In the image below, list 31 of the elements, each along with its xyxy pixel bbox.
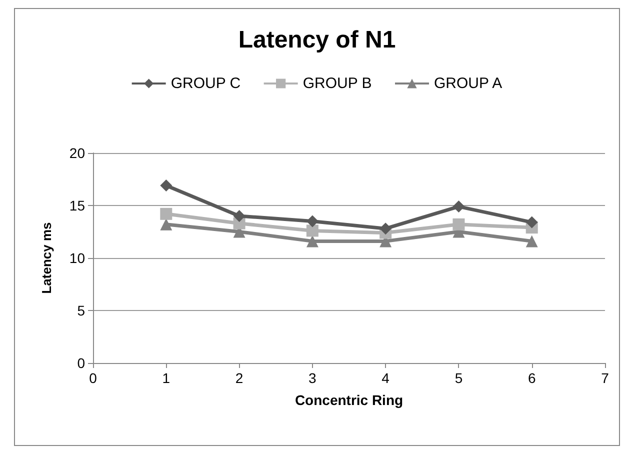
point xyxy=(452,200,465,213)
point xyxy=(526,216,538,228)
point xyxy=(233,210,246,222)
point xyxy=(160,208,172,220)
point xyxy=(526,235,538,248)
y-tick-label: 20 xyxy=(69,145,86,161)
point xyxy=(306,235,318,248)
point xyxy=(306,215,318,228)
y-tick-label: 10 xyxy=(69,250,86,266)
x-tick-label: 1 xyxy=(162,370,170,386)
y-axis-title: Latency ms xyxy=(39,222,54,294)
point xyxy=(160,180,172,192)
x-tick-label: 2 xyxy=(235,370,244,386)
x-tick-label: 4 xyxy=(382,370,390,386)
x-axis-title: Concentric Ring xyxy=(294,392,404,408)
x-tick-label: 6 xyxy=(528,370,536,386)
point xyxy=(380,222,392,235)
point xyxy=(306,224,318,237)
x-tick-label: 3 xyxy=(308,370,317,386)
point xyxy=(160,218,172,230)
y-tick-label: 15 xyxy=(69,198,86,214)
point xyxy=(452,218,465,230)
x-tick-label: 0 xyxy=(89,370,98,386)
x-tick-label: 7 xyxy=(601,370,610,386)
chart-title: Latency of N1 xyxy=(238,26,396,54)
legend-label: GROUP A xyxy=(434,75,502,92)
x-tick-label: 5 xyxy=(454,370,463,386)
y-tick-label: 0 xyxy=(77,355,86,371)
y-tick-label: 5 xyxy=(77,302,86,318)
legend-label: GROUP C xyxy=(170,75,241,92)
legend-label: GROUP B xyxy=(302,75,372,92)
